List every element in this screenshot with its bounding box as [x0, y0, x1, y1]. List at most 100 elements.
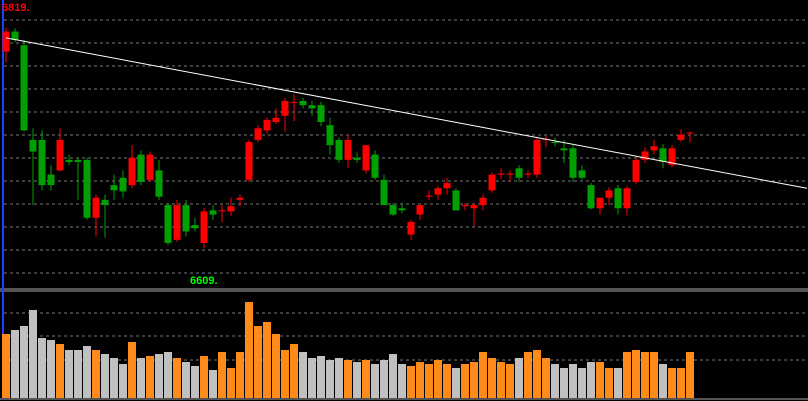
candle-body [38, 139, 46, 186]
marks [2, 27, 808, 398]
candle-body [173, 205, 181, 240]
volume-bar [632, 350, 640, 398]
candle-body [335, 139, 343, 160]
candle-body [29, 139, 37, 152]
candle-body [20, 45, 28, 131]
candle-body [632, 159, 640, 182]
volume-bar [245, 302, 253, 398]
candle-body [47, 174, 55, 186]
volume-bar [668, 368, 676, 398]
candle-body [533, 139, 541, 175]
candle-body [263, 119, 271, 131]
volume-bar [263, 322, 271, 398]
candle-body [218, 210, 226, 212]
volume-bar [137, 358, 145, 398]
volume-bar [677, 368, 685, 398]
volume-bar [416, 362, 424, 398]
candle-body [425, 195, 433, 197]
volume-bar [74, 350, 82, 398]
candle-body [515, 168, 523, 178]
candle-body [209, 210, 217, 215]
candle-body [236, 197, 244, 200]
candle-body [290, 102, 298, 104]
volume-bar [461, 364, 469, 398]
candle-body [299, 100, 307, 106]
volume-bar [317, 356, 325, 398]
candle-body [596, 197, 604, 209]
volume-bar [362, 360, 370, 398]
volume-bar [335, 358, 343, 398]
volume-bar [515, 358, 523, 398]
volume-bar [434, 360, 442, 398]
candle-body [443, 183, 451, 189]
candle-body [686, 132, 694, 134]
candle-body [2, 31, 10, 52]
volume-bar [2, 334, 10, 398]
candle-body [650, 146, 658, 151]
candle-body [56, 139, 64, 171]
candle-body [317, 105, 325, 123]
candle-body [524, 173, 532, 175]
volume-bar [443, 364, 451, 398]
candle-body [551, 142, 559, 144]
candle-body [461, 205, 469, 207]
volume-bar [596, 362, 604, 398]
volume-bar [155, 354, 163, 398]
candle-body [326, 125, 334, 146]
candle-body [164, 205, 172, 243]
candle-body [344, 139, 352, 160]
volume-bar [524, 352, 532, 398]
candle-body [101, 199, 109, 206]
candle-body [668, 148, 676, 166]
volume-bar [101, 354, 109, 398]
volume-bar [569, 364, 577, 398]
volume-bar [128, 342, 136, 398]
volume-bar [398, 364, 406, 398]
volume-bar [308, 358, 316, 398]
volume-bar [200, 356, 208, 398]
high-label: 6819. [2, 2, 30, 14]
volume-bar [452, 368, 460, 398]
candle-body [245, 142, 253, 180]
volume-bar [470, 362, 478, 398]
candle-body [416, 205, 424, 215]
candle-body [380, 179, 388, 206]
candle-body [470, 205, 478, 209]
volume-bar [290, 344, 298, 398]
candle-body [434, 188, 442, 195]
volume-bar [578, 368, 586, 398]
volume-bar [29, 310, 37, 398]
candle-body [119, 177, 127, 192]
candle-body [479, 197, 487, 206]
candle-body [83, 159, 91, 218]
volume-bar [344, 360, 352, 398]
volume-bar [281, 350, 289, 398]
volume-bar [11, 330, 19, 398]
volume-bar [119, 364, 127, 398]
candle-body [677, 134, 685, 140]
volume-bar [227, 368, 235, 398]
candle-body [146, 154, 154, 180]
candle-body [92, 197, 100, 218]
volume-bar [299, 352, 307, 398]
volume-bar [272, 334, 280, 398]
volume-bar [47, 340, 55, 398]
candle-body [191, 225, 199, 229]
candle-body [398, 208, 406, 211]
volume-bar [146, 356, 154, 398]
volume-bar [551, 364, 559, 398]
volume-bar [506, 364, 514, 398]
volume-bar [659, 364, 667, 398]
volume-bar [65, 350, 73, 398]
candle-body [155, 170, 163, 197]
volume-bar [560, 368, 568, 398]
candle-body [578, 170, 586, 178]
volume-bar [110, 358, 118, 398]
candle-body [65, 159, 73, 162]
candle-body [560, 148, 568, 151]
candle-body [110, 185, 118, 191]
volume-bar [20, 326, 28, 398]
candle-body [623, 188, 631, 209]
